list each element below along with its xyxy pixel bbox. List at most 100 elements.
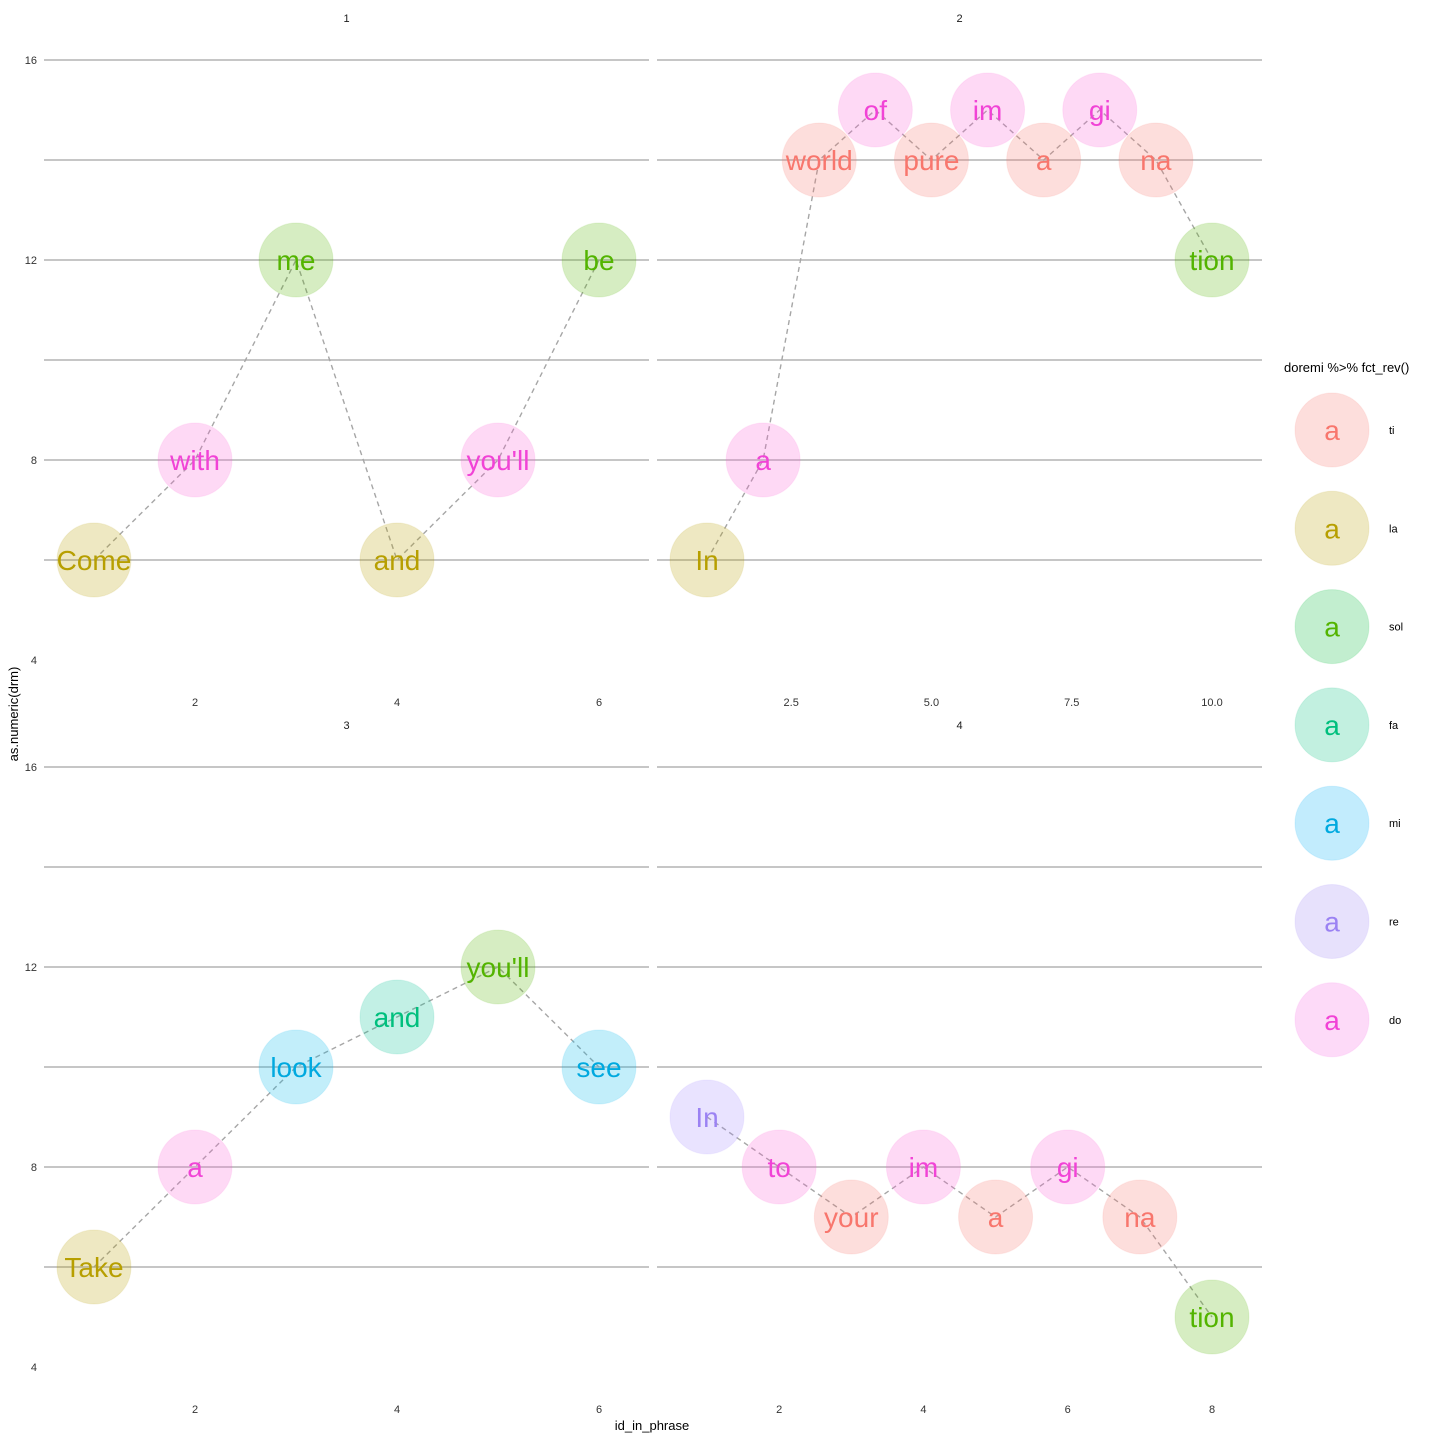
note-bubble bbox=[56, 522, 132, 598]
note-point: me bbox=[258, 222, 334, 298]
lyric-word: be bbox=[583, 245, 614, 276]
lyric-word: im bbox=[973, 95, 1003, 126]
x-tick-label: 4 bbox=[394, 1404, 400, 1416]
y-tick-label: 8 bbox=[31, 455, 37, 467]
note-bubble bbox=[1030, 1129, 1106, 1205]
lyric-word: gi bbox=[1089, 95, 1111, 126]
lyric-word: Take bbox=[64, 1252, 123, 1283]
y-tick-label: 16 bbox=[25, 762, 37, 774]
note-bubble bbox=[893, 122, 969, 198]
legend-key-bubble bbox=[1294, 490, 1370, 566]
note-point: In bbox=[669, 522, 745, 598]
note-point: tion bbox=[1174, 222, 1250, 298]
note-bubble bbox=[885, 1129, 961, 1205]
note-point: of bbox=[837, 72, 913, 148]
legend-key-glyph: a bbox=[1324, 415, 1340, 446]
legend-key-glyph: a bbox=[1324, 513, 1340, 544]
note-bubble bbox=[725, 422, 801, 498]
note-point: a bbox=[1006, 122, 1082, 198]
note-point: Come bbox=[56, 522, 132, 598]
lyric-word: tion bbox=[1189, 1302, 1234, 1333]
legend-key-bubble bbox=[1294, 392, 1370, 468]
x-tick-label: 4 bbox=[920, 1404, 926, 1416]
strip-label: 1 bbox=[343, 13, 349, 25]
lyric-word: a bbox=[755, 445, 771, 476]
legend-key-glyph: a bbox=[1324, 710, 1340, 741]
legend-key-bubble bbox=[1294, 884, 1370, 959]
note-bubble bbox=[1006, 122, 1082, 198]
note-point: with bbox=[157, 422, 233, 498]
legend-key-glyph: a bbox=[1324, 907, 1340, 938]
note-bubble bbox=[359, 979, 435, 1055]
note-point: gi bbox=[1030, 1129, 1106, 1205]
note-bubble bbox=[1174, 1279, 1250, 1355]
x-tick-label: 7.5 bbox=[1064, 697, 1079, 709]
strip-label: 4 bbox=[956, 720, 962, 732]
note-point: na bbox=[1102, 1179, 1178, 1255]
note-bubble bbox=[837, 72, 913, 148]
note-point: gi bbox=[1062, 72, 1138, 148]
note-point: im bbox=[950, 72, 1026, 148]
note-bubble bbox=[258, 222, 334, 298]
lyric-word: a bbox=[187, 1152, 203, 1183]
lyric-word: In bbox=[695, 545, 718, 576]
lyric-word: see bbox=[576, 1052, 621, 1083]
lyric-word: of bbox=[864, 95, 888, 126]
note-point: and bbox=[359, 979, 435, 1055]
note-bubble bbox=[741, 1129, 817, 1205]
lyric-word: to bbox=[767, 1152, 790, 1183]
legend-key-bubble bbox=[1294, 785, 1370, 861]
legend-label: fa bbox=[1389, 720, 1399, 732]
y-tick-label: 4 bbox=[31, 1362, 37, 1374]
legend-key-bubble bbox=[1294, 589, 1370, 665]
legend-label: ti bbox=[1389, 425, 1395, 437]
note-point: your bbox=[813, 1179, 889, 1255]
panel-3: 3 4 8 12 16 2 4 6 Take a look and you'll see bbox=[25, 720, 649, 1416]
lyric-word: with bbox=[169, 445, 220, 476]
x-tick-label: 2 bbox=[192, 697, 198, 709]
lyric-word: world bbox=[785, 145, 853, 176]
x-tick-label: 6 bbox=[1065, 1404, 1071, 1416]
note-point: pure bbox=[893, 122, 969, 198]
note-point: see bbox=[561, 1029, 637, 1105]
lyric-word: you'll bbox=[467, 952, 530, 983]
note-point: and bbox=[359, 522, 435, 598]
note-bubble bbox=[460, 422, 536, 498]
legend-label: re bbox=[1389, 917, 1399, 929]
lyric-word: a bbox=[988, 1202, 1004, 1233]
note-bubble bbox=[669, 522, 745, 598]
note-bubble bbox=[669, 1079, 745, 1155]
note-bubble bbox=[1174, 222, 1250, 298]
note-point: look bbox=[258, 1029, 334, 1105]
melody-path bbox=[93, 966, 600, 1268]
lyric-word: and bbox=[374, 1002, 421, 1033]
legend-key-glyph: a bbox=[1324, 1005, 1340, 1036]
note-point: world bbox=[781, 122, 857, 198]
legend-entry-fa: a fa bbox=[1294, 687, 1399, 763]
x-tick-label: 6 bbox=[596, 1404, 602, 1416]
lyric-word: look bbox=[270, 1052, 322, 1083]
note-bubble bbox=[781, 122, 857, 198]
note-bubble bbox=[1062, 72, 1138, 148]
note-point: In bbox=[669, 1079, 745, 1155]
note-bubble bbox=[56, 1229, 132, 1305]
legend-label: mi bbox=[1389, 818, 1401, 830]
x-tick-label: 6 bbox=[596, 697, 602, 709]
y-tick-label: 8 bbox=[31, 1162, 37, 1174]
note-bubble bbox=[813, 1179, 889, 1255]
legend-key-glyph: a bbox=[1324, 808, 1340, 839]
x-tick-label: 4 bbox=[394, 697, 400, 709]
note-point: a bbox=[958, 1179, 1034, 1255]
note-bubble bbox=[950, 72, 1026, 148]
x-tick-label: 8 bbox=[1209, 1404, 1215, 1416]
note-point: you'll bbox=[460, 422, 536, 498]
legend-title: doremi %>% fct_rev() bbox=[1284, 360, 1409, 375]
legend: doremi %>% fct_rev() a ti a la a sol a fa a mi a re… bbox=[1284, 360, 1409, 1058]
lyric-word: your bbox=[824, 1202, 878, 1233]
legend-entry-re: a re bbox=[1294, 884, 1399, 959]
melody-path bbox=[706, 109, 1213, 561]
note-bubble bbox=[157, 1129, 233, 1205]
note-point: be bbox=[561, 222, 637, 298]
